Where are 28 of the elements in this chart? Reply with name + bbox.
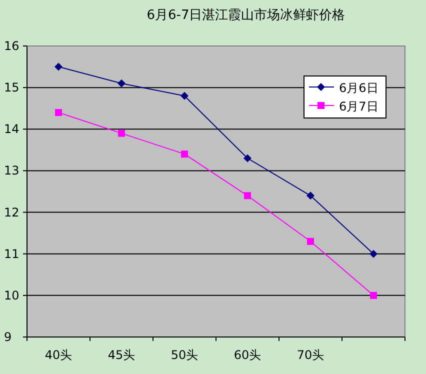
y-tick-label: 11 bbox=[4, 246, 20, 261]
legend-label: 6月7日 bbox=[339, 100, 378, 114]
y-tick-label: 13 bbox=[4, 164, 20, 178]
y-tick-label: 16 bbox=[4, 39, 20, 53]
point bbox=[307, 238, 314, 245]
point bbox=[180, 92, 188, 100]
point bbox=[118, 130, 125, 137]
point bbox=[181, 150, 188, 158]
y-tick-label: 10 bbox=[4, 288, 20, 302]
x-tick-label: 60头 bbox=[234, 348, 262, 362]
point bbox=[370, 292, 377, 299]
point bbox=[244, 192, 251, 200]
point bbox=[306, 192, 314, 200]
x-tick-label: 70头 bbox=[296, 348, 324, 362]
point bbox=[55, 109, 62, 116]
y-tick-label: 9 bbox=[4, 330, 12, 344]
point bbox=[54, 62, 62, 71]
y-tick-label: 15 bbox=[4, 80, 20, 95]
x-tick-label: 50头 bbox=[170, 348, 198, 362]
x-tick-label: 45头 bbox=[108, 348, 136, 362]
y-tick-label: 14 bbox=[4, 122, 20, 136]
point bbox=[118, 79, 126, 88]
point bbox=[244, 154, 252, 162]
chart-title: 6月6-7日湛江霞山市场冰鲜虾价格 bbox=[146, 8, 346, 23]
point bbox=[370, 250, 378, 258]
y-tick-label: 12 bbox=[4, 205, 20, 220]
x-tick-label: 40头 bbox=[44, 348, 72, 362]
legend-label: 6月6日 bbox=[339, 81, 378, 95]
